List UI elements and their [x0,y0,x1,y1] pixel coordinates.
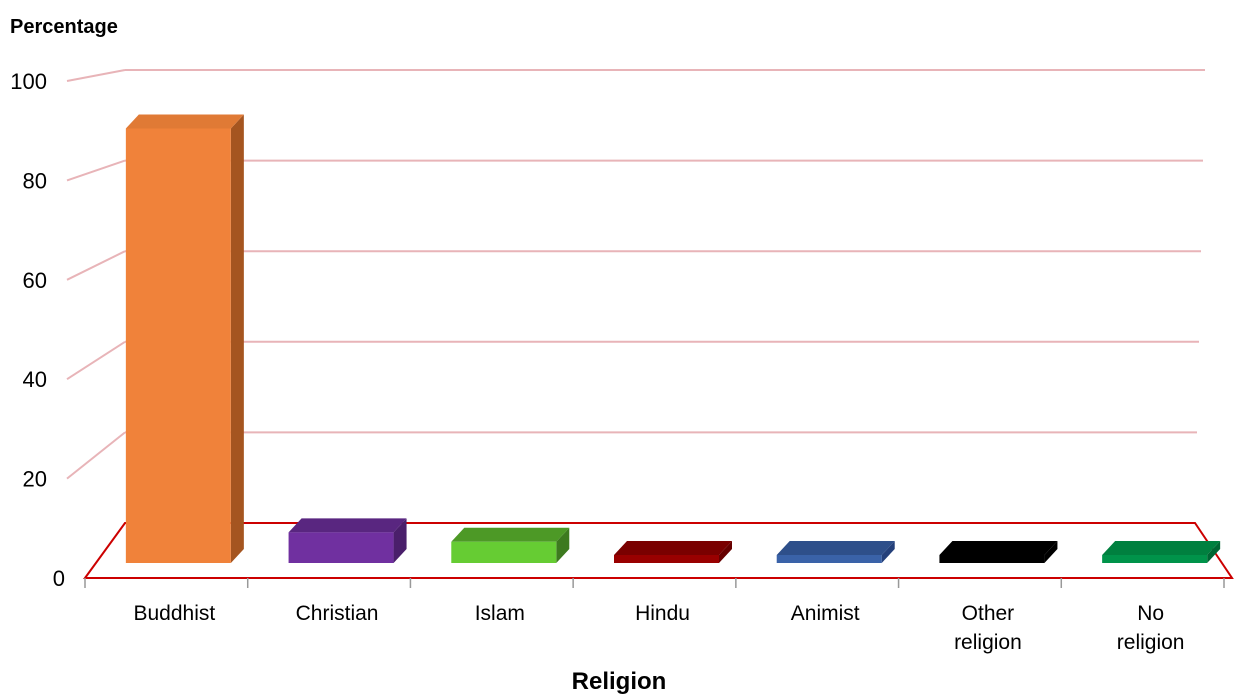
x-tick-label: Hindu [635,602,690,625]
y-tick-label: 0 [53,566,65,591]
bar-top [614,541,732,555]
bar-side [230,114,244,563]
bar [1102,555,1208,563]
gridline-side [66,250,126,281]
bar-side [719,541,732,563]
bar-side [881,541,895,563]
bar-top [939,541,1058,555]
y-tick-label: 100 [10,69,47,94]
x-tick-label: religion [1117,631,1185,654]
x-tick-label: Other [962,602,1015,625]
gridline-side [66,340,126,381]
bar-side [1044,541,1058,563]
x-tick-label: No [1137,602,1164,625]
bar-top [1102,541,1221,555]
bar [451,541,557,563]
bar-top [451,527,570,542]
bar-side [393,518,407,563]
bar [939,555,1045,563]
x-tick-label: Islam [475,602,525,625]
gridline-side [66,69,126,82]
y-tick-label: 20 [23,467,47,492]
bar-top [776,541,895,555]
x-tick-label: religion [954,631,1022,654]
gridline-side [66,431,126,480]
y-tick-label: 80 [23,168,47,193]
gridline-side [66,159,126,182]
x-tick-label: Christian [296,602,379,625]
bar-side [1207,541,1221,563]
bar-top [288,518,407,533]
bar [614,555,719,563]
y-tick-label: 60 [23,268,47,293]
x-tick-label: Animist [791,602,860,625]
bar-top [125,114,244,129]
bar [125,128,231,563]
y-axis-title: Percentage [10,16,118,38]
bar [288,532,394,563]
bar-side [556,527,570,563]
x-axis-title: Religion [571,668,667,695]
y-tick-label: 40 [23,367,47,392]
x-tick-label: Buddhist [133,602,215,625]
bar [776,555,882,563]
